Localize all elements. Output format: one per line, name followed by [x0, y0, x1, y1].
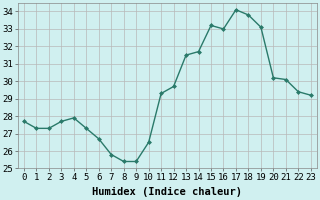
X-axis label: Humidex (Indice chaleur): Humidex (Indice chaleur) [92, 187, 242, 197]
